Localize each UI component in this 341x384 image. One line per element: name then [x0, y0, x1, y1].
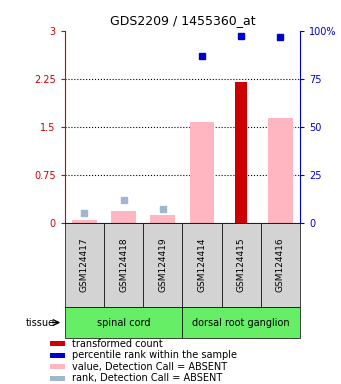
Bar	[190, 122, 214, 223]
Text: GSM124418: GSM124418	[119, 238, 128, 292]
Text: rank, Detection Call = ABSENT: rank, Detection Call = ABSENT	[72, 373, 222, 383]
Bar	[50, 341, 65, 346]
Text: dorsal root ganglion: dorsal root ganglion	[192, 318, 290, 328]
Text: transformed count: transformed count	[72, 339, 163, 349]
Text: spinal cord: spinal cord	[97, 318, 150, 328]
Text: value, Detection Call = ABSENT: value, Detection Call = ABSENT	[72, 362, 227, 372]
Bar	[235, 82, 248, 223]
Bar	[150, 215, 175, 223]
Bar	[50, 353, 65, 358]
Bar	[50, 376, 65, 381]
Text: GSM124415: GSM124415	[237, 238, 246, 292]
Bar	[72, 220, 97, 223]
Bar	[268, 118, 293, 223]
Text: GSM124414: GSM124414	[197, 238, 207, 292]
Text: GSM124419: GSM124419	[158, 238, 167, 292]
Text: GSM124417: GSM124417	[80, 238, 89, 292]
Text: percentile rank within the sample: percentile rank within the sample	[72, 350, 237, 360]
Text: tissue: tissue	[26, 318, 55, 328]
Bar	[111, 211, 136, 223]
Text: GSM124416: GSM124416	[276, 238, 285, 292]
Title: GDS2209 / 1455360_at: GDS2209 / 1455360_at	[109, 14, 255, 27]
Bar	[50, 364, 65, 369]
